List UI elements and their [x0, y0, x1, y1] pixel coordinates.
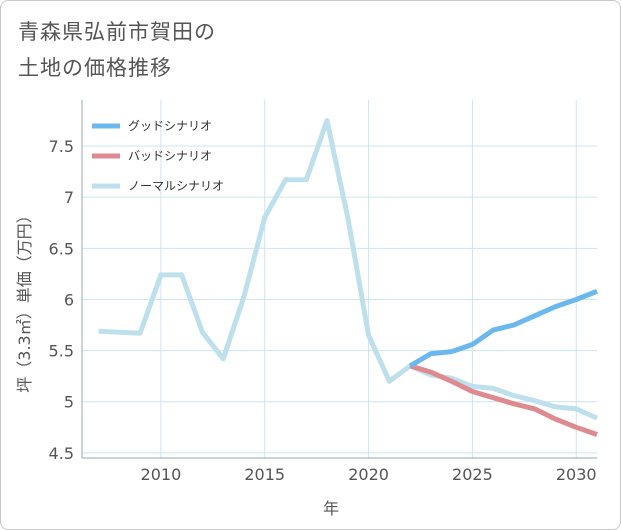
y-tick-label: 6.5 [49, 239, 74, 258]
x-tick-label: 2025 [452, 465, 493, 484]
x-tick-label: 2010 [141, 465, 182, 484]
y-tick-label: 5 [64, 393, 74, 412]
chart-title-line-2: 土地の価格推移 [18, 56, 172, 80]
series-lines [98, 118, 599, 437]
x-tick-label: 2030 [556, 465, 597, 484]
legend-label-good: グッドシナリオ [128, 119, 212, 133]
series-line-good [408, 288, 598, 369]
plot-frame [81, 100, 597, 459]
y-tick-label: 7.5 [49, 137, 74, 156]
y-axis-label: 坪（3.3㎡）単価（万円） [15, 207, 34, 392]
y-tick-label: 6 [64, 290, 74, 309]
y-tick-label: 7 [64, 188, 74, 207]
series-line-normal [98, 118, 599, 421]
series-line-bad [409, 363, 598, 437]
legend-label-normal: ノーマルシナリオ [128, 179, 224, 193]
chart-title-line-1: 青森県弘前市賀田の [18, 20, 216, 44]
y-axis-ticks: 4.5 5 5.5 6 6.5 7 7.5 [49, 137, 74, 463]
x-axis-label: 年 [323, 499, 339, 518]
x-tick-label: 2015 [244, 465, 285, 484]
y-tick-label: 5.5 [49, 342, 74, 361]
grid-lines [82, 100, 597, 458]
legend-label-bad: バッドシナリオ [128, 149, 212, 163]
chart-title: 青森県弘前市賀田の 土地の価格推移 [18, 14, 216, 86]
y-tick-label: 4.5 [49, 444, 74, 463]
x-tick-label: 2020 [348, 465, 389, 484]
x-axis-ticks: 2010 2015 2020 2025 2030 [141, 465, 597, 484]
